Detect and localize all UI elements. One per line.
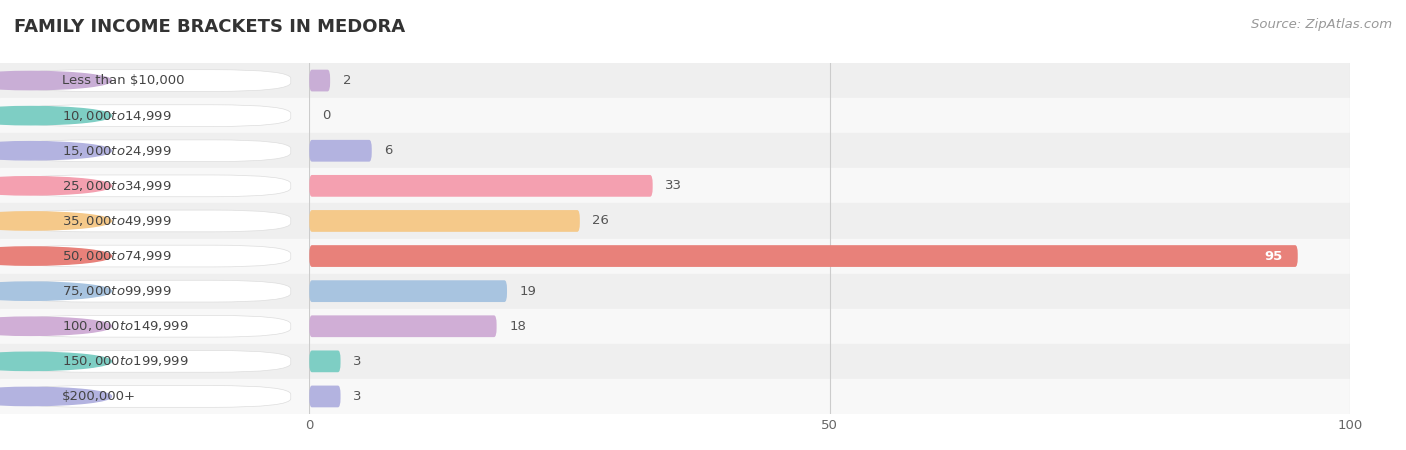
FancyBboxPatch shape xyxy=(13,386,291,407)
Bar xyxy=(0,344,309,379)
Bar xyxy=(0,344,1406,379)
Bar xyxy=(0,63,309,98)
FancyBboxPatch shape xyxy=(13,315,291,337)
Circle shape xyxy=(0,177,111,195)
Text: 3: 3 xyxy=(353,390,361,403)
Bar xyxy=(0,274,309,309)
Circle shape xyxy=(0,282,111,300)
FancyBboxPatch shape xyxy=(309,386,340,407)
FancyBboxPatch shape xyxy=(13,175,291,197)
Text: 2: 2 xyxy=(343,74,352,87)
Circle shape xyxy=(0,212,111,230)
Circle shape xyxy=(0,247,111,265)
Bar xyxy=(0,309,1406,344)
Text: $75,000 to $99,999: $75,000 to $99,999 xyxy=(62,284,172,298)
Text: Less than $10,000: Less than $10,000 xyxy=(62,74,184,87)
Bar xyxy=(0,168,309,203)
Bar xyxy=(0,63,1406,98)
Bar xyxy=(0,203,309,238)
Text: FAMILY INCOME BRACKETS IN MEDORA: FAMILY INCOME BRACKETS IN MEDORA xyxy=(14,18,405,36)
Text: $50,000 to $74,999: $50,000 to $74,999 xyxy=(62,249,172,263)
Circle shape xyxy=(0,142,111,160)
Circle shape xyxy=(0,352,111,370)
Text: $200,000+: $200,000+ xyxy=(62,390,136,403)
Text: 18: 18 xyxy=(509,320,526,333)
Bar xyxy=(0,379,1406,414)
Text: 3: 3 xyxy=(353,355,361,368)
FancyBboxPatch shape xyxy=(309,140,371,162)
Circle shape xyxy=(0,107,111,125)
FancyBboxPatch shape xyxy=(309,351,340,372)
Text: 33: 33 xyxy=(665,180,682,192)
FancyBboxPatch shape xyxy=(13,210,291,232)
FancyBboxPatch shape xyxy=(13,105,291,126)
FancyBboxPatch shape xyxy=(309,315,496,337)
Text: $150,000 to $199,999: $150,000 to $199,999 xyxy=(62,354,188,369)
Bar xyxy=(0,379,309,414)
Bar xyxy=(0,238,1406,274)
FancyBboxPatch shape xyxy=(13,245,291,267)
Bar xyxy=(0,274,1406,309)
FancyBboxPatch shape xyxy=(13,140,291,162)
FancyBboxPatch shape xyxy=(13,280,291,302)
FancyBboxPatch shape xyxy=(309,210,579,232)
Circle shape xyxy=(0,317,111,335)
Bar xyxy=(0,203,1406,238)
Text: 95: 95 xyxy=(1264,250,1282,262)
FancyBboxPatch shape xyxy=(13,351,291,372)
Text: 19: 19 xyxy=(519,285,536,297)
Bar xyxy=(0,98,309,133)
Text: 6: 6 xyxy=(384,144,392,157)
FancyBboxPatch shape xyxy=(309,175,652,197)
Text: Source: ZipAtlas.com: Source: ZipAtlas.com xyxy=(1251,18,1392,31)
FancyBboxPatch shape xyxy=(309,70,330,91)
FancyBboxPatch shape xyxy=(309,280,508,302)
Circle shape xyxy=(0,72,111,90)
Text: $10,000 to $14,999: $10,000 to $14,999 xyxy=(62,108,172,123)
Bar xyxy=(0,133,1406,168)
Text: $35,000 to $49,999: $35,000 to $49,999 xyxy=(62,214,172,228)
FancyBboxPatch shape xyxy=(13,70,291,91)
Bar xyxy=(0,98,1406,133)
FancyBboxPatch shape xyxy=(309,245,1298,267)
Circle shape xyxy=(0,387,111,405)
Bar xyxy=(0,168,1406,203)
Text: 26: 26 xyxy=(592,215,609,227)
Bar xyxy=(0,238,309,274)
Text: $15,000 to $24,999: $15,000 to $24,999 xyxy=(62,144,172,158)
Bar xyxy=(0,133,309,168)
Text: 0: 0 xyxy=(322,109,330,122)
Text: $25,000 to $34,999: $25,000 to $34,999 xyxy=(62,179,172,193)
Text: $100,000 to $149,999: $100,000 to $149,999 xyxy=(62,319,188,333)
Bar xyxy=(0,309,309,344)
